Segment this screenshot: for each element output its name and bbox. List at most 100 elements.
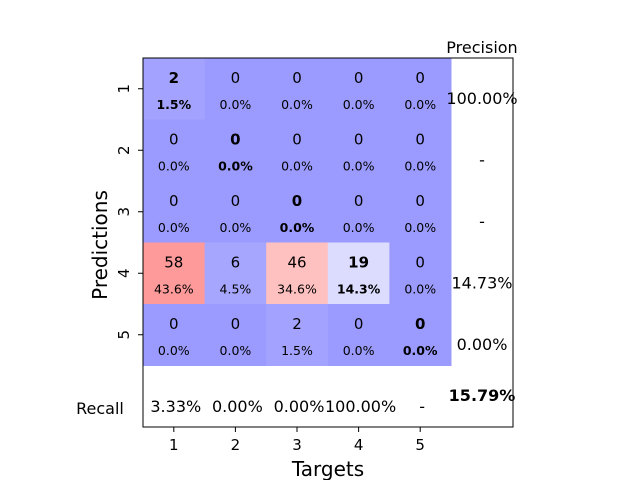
precision-value: - <box>479 151 485 170</box>
matrix-cells: 2 1.5% 0 0.0% 0 0.0% 0 0.0% 0 0.0% 0 0.0% 0 0.0% 0 0.0%… <box>143 58 452 366</box>
cell-count: 0 <box>292 131 302 149</box>
y-tick-label: 2 <box>115 145 133 155</box>
y-axis-label: Predictions <box>88 190 112 300</box>
recall-value: 3.33% <box>150 397 201 416</box>
cell-5-5 <box>389 304 452 366</box>
cell-percent: 0.0% <box>158 343 190 358</box>
precision-value: 14.73% <box>451 274 512 293</box>
cell-percent: 0.0% <box>218 159 253 174</box>
x-tick-label: 1 <box>169 436 179 454</box>
precision-header: Precision <box>446 38 517 57</box>
cell-percent: 34.6% <box>277 282 317 297</box>
recall-value: 0.00% <box>212 397 263 416</box>
cell-count: 46 <box>287 254 306 272</box>
cell-5-4 <box>327 304 390 366</box>
cell-count: 0 <box>169 192 179 210</box>
cell-percent: 0.0% <box>220 220 252 235</box>
cell-2-2 <box>204 119 267 182</box>
x-tick-label: 5 <box>415 436 425 454</box>
cell-count: 0 <box>354 192 364 210</box>
cell-count: 0 <box>354 315 364 333</box>
cell-count: 19 <box>348 254 369 272</box>
cell-percent: 14.3% <box>337 282 381 297</box>
cell-count: 0 <box>415 254 425 272</box>
cell-count: 0 <box>169 131 179 149</box>
recall-value: 100.00% <box>325 397 396 416</box>
cell-percent: 0.0% <box>404 159 436 174</box>
cell-count: 2 <box>292 315 302 333</box>
x-tick-label: 2 <box>231 436 241 454</box>
cell-1-5 <box>389 58 452 120</box>
cell-count: 2 <box>169 69 179 87</box>
cell-count: 0 <box>354 131 364 149</box>
cell-2-5 <box>389 119 452 182</box>
x-axis-label: Targets <box>291 457 364 480</box>
cell-3-1 <box>143 181 206 243</box>
cell-percent: 0.0% <box>404 97 436 112</box>
cell-percent: 43.6% <box>154 282 194 297</box>
y-tick-label: 1 <box>115 84 133 94</box>
cell-5-1 <box>143 304 206 366</box>
cell-1-3 <box>266 58 329 120</box>
x-tick-label: 3 <box>292 436 302 454</box>
cell-percent: 0.0% <box>281 97 313 112</box>
cell-count: 58 <box>164 254 183 272</box>
precision-value: 100.00% <box>446 89 517 108</box>
cell-count: 0 <box>230 131 240 149</box>
cell-percent: 0.0% <box>343 220 375 235</box>
overall-accuracy: 15.79% <box>449 386 516 405</box>
cell-percent: 0.0% <box>403 343 438 358</box>
y-tick-label: 5 <box>115 330 133 340</box>
cell-percent: 0.0% <box>158 159 190 174</box>
cell-count: 6 <box>231 254 241 272</box>
cell-percent: 1.5% <box>281 343 313 358</box>
cell-4-4 <box>327 242 390 305</box>
cell-5-2 <box>204 304 267 366</box>
cell-percent: 4.5% <box>220 282 252 297</box>
y-tick-label: 4 <box>115 268 133 278</box>
recall-value: 0.00% <box>274 397 325 416</box>
x-tick-label: 4 <box>354 436 364 454</box>
cell-percent: 0.0% <box>404 220 436 235</box>
cell-count: 0 <box>231 69 241 87</box>
cell-3-5 <box>389 181 452 243</box>
cell-percent: 0.0% <box>280 220 315 235</box>
cell-percent: 0.0% <box>220 343 252 358</box>
y-axis-ticks: 1 2 3 4 5 <box>115 84 143 340</box>
y-tick-label: 3 <box>115 207 133 217</box>
cell-count: 0 <box>415 131 425 149</box>
cell-percent: 0.0% <box>220 97 252 112</box>
cell-percent: 0.0% <box>404 282 436 297</box>
cell-percent: 0.0% <box>281 159 313 174</box>
cell-4-1 <box>143 242 206 305</box>
cell-count: 0 <box>415 192 425 210</box>
plot-frame <box>142 57 514 428</box>
cell-count: 0 <box>169 315 179 333</box>
cell-2-1 <box>143 119 206 182</box>
cell-count: 0 <box>231 315 241 333</box>
cell-2-4 <box>327 119 390 182</box>
precision-value: 0.00% <box>457 335 508 354</box>
cell-count: 0 <box>231 192 241 210</box>
cell-1-2 <box>204 58 267 120</box>
cell-4-3 <box>266 242 329 305</box>
cell-percent: 0.0% <box>343 343 375 358</box>
cell-percent: 0.0% <box>158 220 190 235</box>
cell-4-5 <box>389 242 452 305</box>
cell-count: 0 <box>292 192 302 210</box>
recall-header: Recall <box>76 399 124 418</box>
cell-percent: 0.0% <box>343 97 375 112</box>
cell-count: 0 <box>292 69 302 87</box>
cell-3-2 <box>204 181 267 243</box>
precision-value: - <box>479 212 485 231</box>
cell-3-3 <box>266 181 329 243</box>
cell-count: 0 <box>415 69 425 87</box>
cell-count: 0 <box>415 315 425 333</box>
cell-1-4 <box>327 58 390 120</box>
cell-4-2 <box>204 242 267 305</box>
cell-percent: 1.5% <box>156 97 191 112</box>
recall-value: - <box>419 397 425 416</box>
x-axis-ticks: 1 2 3 4 5 <box>169 427 425 454</box>
cell-3-4 <box>327 181 390 243</box>
